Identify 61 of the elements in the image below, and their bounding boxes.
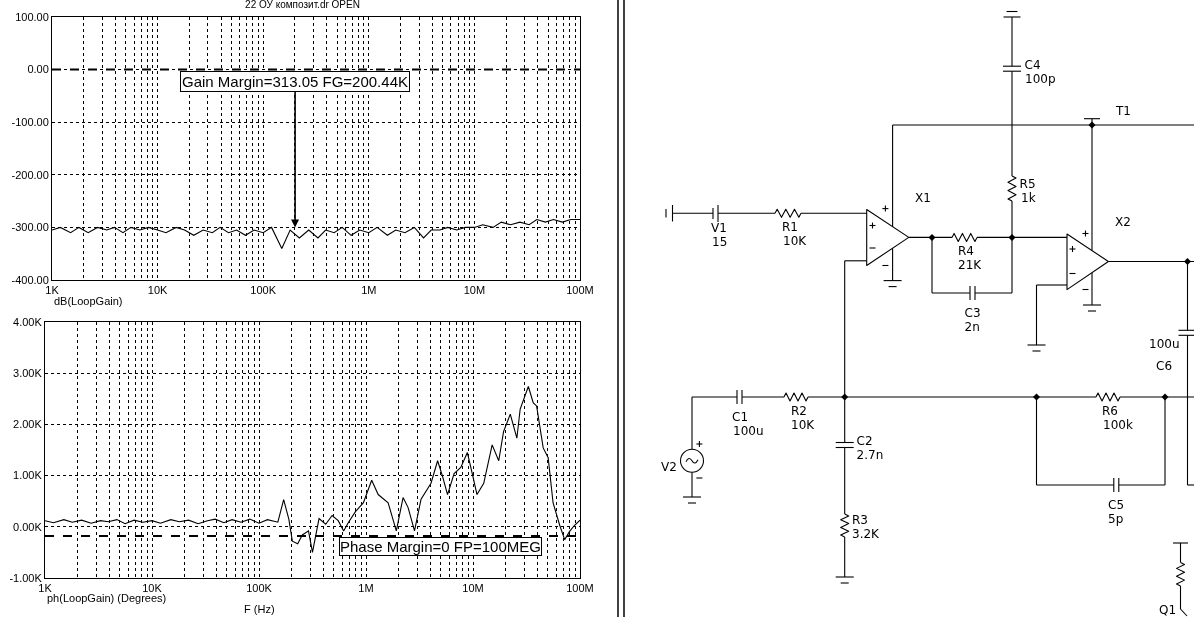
x-tick-label: 100M bbox=[566, 582, 594, 595]
text: C5 bbox=[1108, 498, 1125, 512]
text: R3 bbox=[852, 513, 868, 527]
text: C4 bbox=[1024, 58, 1041, 72]
x-tick-label: 100M bbox=[566, 284, 594, 297]
y-tick-label: -200.00 bbox=[11, 168, 49, 181]
annotation: Phase Margin=0 FP=100MEG bbox=[340, 538, 541, 555]
text: dB(LoopGain) bbox=[54, 295, 123, 307]
x-tick-label: 10M bbox=[463, 284, 486, 297]
x-tick-label: 1M bbox=[361, 284, 377, 297]
y-tick-label: 1.00K bbox=[13, 469, 43, 482]
chart-title: 22 ОУ композит.dr OPEN bbox=[245, 0, 360, 10]
text: R1 bbox=[782, 220, 798, 234]
text: X1 bbox=[915, 190, 931, 205]
text: X2 bbox=[1115, 214, 1131, 229]
y-tick-label: 3.00K bbox=[13, 367, 43, 380]
x-axis-title: F (Hz) bbox=[244, 603, 275, 615]
text: 1k bbox=[1021, 190, 1036, 205]
y-tick-label: 4.00K bbox=[13, 315, 43, 328]
text: 100p bbox=[1025, 72, 1056, 86]
y-tick-label: -300.00 bbox=[11, 221, 49, 234]
x-tick-label: 100K bbox=[246, 582, 273, 595]
text: ph(LoopGain) (Degrees) bbox=[47, 592, 167, 604]
text: R4 bbox=[958, 243, 974, 258]
text: 10K bbox=[791, 418, 816, 432]
text: 3.2K bbox=[852, 527, 881, 541]
y-tick-label: 100.00 bbox=[15, 10, 49, 23]
x-tick-label: 10M bbox=[462, 582, 484, 595]
x-tick-label: 1M bbox=[358, 582, 374, 595]
text: C6 bbox=[1156, 359, 1173, 373]
text: C3 bbox=[964, 305, 981, 320]
text: R2 bbox=[791, 404, 807, 418]
y-tick-label: -100.00 bbox=[11, 116, 49, 129]
y-tick-label: -400.00 bbox=[11, 273, 49, 286]
y-tick-label: 0.00 bbox=[27, 63, 49, 76]
x-tick-label: 100K bbox=[250, 284, 277, 297]
text: 100k bbox=[1103, 418, 1133, 432]
text: R5 bbox=[1019, 177, 1036, 191]
y-tick-label: 2.00K bbox=[13, 418, 43, 431]
text: R6 bbox=[1102, 404, 1118, 418]
text: 10K bbox=[783, 233, 808, 248]
text: V2 bbox=[661, 459, 677, 474]
x-tick-label: 1K bbox=[38, 582, 53, 595]
text: 2n bbox=[964, 319, 980, 334]
x-tick-label: 10K bbox=[142, 582, 163, 595]
text: C2 bbox=[856, 434, 873, 448]
text: C1 bbox=[732, 409, 749, 424]
text: Q1 bbox=[1159, 603, 1177, 617]
text: 2.7n bbox=[856, 448, 884, 462]
text: 100u bbox=[733, 423, 764, 438]
text: V1 bbox=[711, 220, 727, 235]
text: T1 bbox=[1115, 104, 1131, 118]
text: 15 bbox=[712, 234, 728, 249]
annotation: Gain Margin=313.05 FG=200.44K bbox=[182, 73, 408, 90]
text: 21K bbox=[958, 258, 983, 272]
y-tick-label: 0.00K bbox=[13, 520, 43, 533]
y-tick-label: -1.00K bbox=[9, 571, 43, 584]
x-tick-label: 10K bbox=[147, 284, 169, 297]
text: 100u bbox=[1149, 336, 1180, 351]
text: 5p bbox=[1108, 512, 1124, 526]
x-tick-label: 1K bbox=[45, 284, 60, 297]
